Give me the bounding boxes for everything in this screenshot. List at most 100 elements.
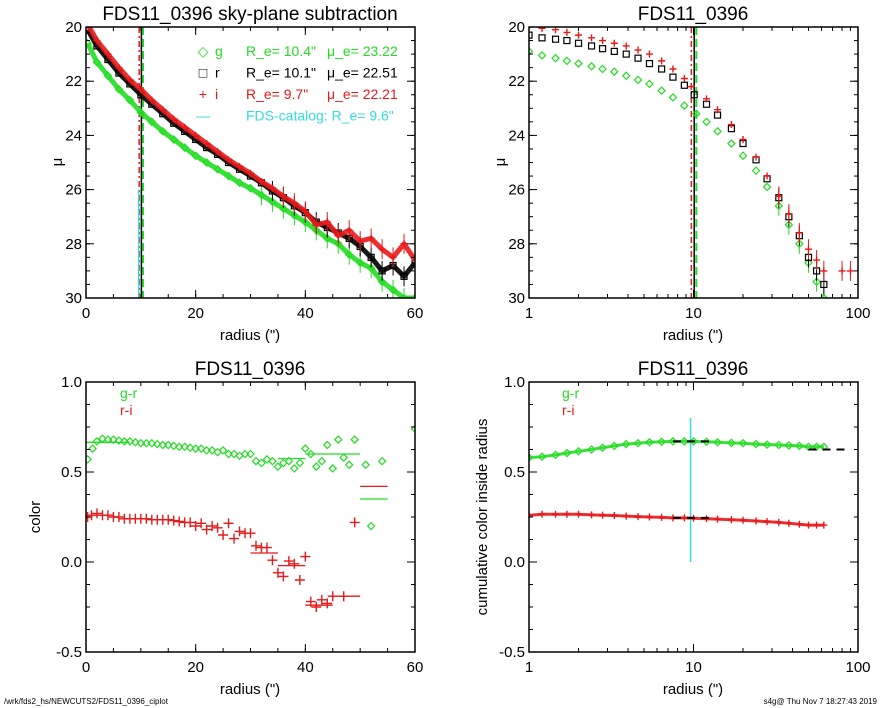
data-point-plus [245, 528, 256, 539]
data-point-diamond [657, 86, 666, 96]
y-tick-label: 26 [508, 182, 525, 199]
data-point-diamond [229, 449, 239, 459]
data-point-square [622, 50, 630, 58]
data-point-diamond [92, 437, 102, 446]
legend-effective-radius: R_e= 10.4" [246, 43, 316, 59]
data-point-plus [349, 517, 360, 528]
data-point-diamond [609, 67, 619, 77]
data-point-plus [658, 57, 666, 65]
data-point-plus [229, 533, 240, 544]
data-point-plus [102, 510, 113, 521]
data-point-plus [190, 521, 201, 531]
y-axis-label: μ [49, 158, 66, 167]
data-point-square [563, 36, 571, 45]
data-point-plus [300, 551, 311, 562]
data-point-plus [575, 31, 583, 39]
x-tick-label: 10 [685, 305, 702, 322]
data-point-diamond [268, 456, 277, 466]
data-point-plus [223, 518, 234, 529]
series-gr [529, 437, 829, 462]
data-point-square [680, 81, 688, 89]
data-point-diamond [295, 458, 305, 468]
x-tick-label: 1 [525, 659, 533, 676]
data-point-plus [283, 556, 294, 567]
footer-timestamp: s4g@ Thu Nov 7 18:27:43 2019 [764, 697, 878, 706]
series-g [529, 47, 829, 298]
data-point-diamond [322, 440, 332, 450]
y-tick-label: 1.0 [61, 374, 82, 391]
data-point-diamond [562, 56, 572, 66]
data-point-diamond [344, 460, 354, 470]
legend-symbol: + [199, 86, 207, 102]
data-point-square [587, 42, 596, 50]
data-point-square [538, 34, 546, 42]
panel-profile-log: FDS11_0396 radius (") μ 1 10 100 20 22 24 26 28… [492, 4, 871, 344]
data-point-plus [196, 518, 207, 529]
legend-band: g [215, 43, 223, 59]
series-band [529, 512, 824, 527]
legend-symbol: □ [199, 65, 208, 81]
x-tick-label: 1 [525, 305, 533, 322]
series-band [86, 27, 415, 262]
footer-file-path: /wrk/fds2_hs/NEWCUTS2/FDS11_0396_ciplot [4, 697, 169, 706]
data-point-diamond [251, 456, 261, 466]
series-band [529, 439, 824, 460]
x-tick-label: 20 [187, 659, 204, 676]
data-point-diamond [713, 126, 722, 136]
chart-title: FDS11_0396 [195, 359, 306, 380]
x-axis-label: radius (") [220, 681, 280, 698]
data-point-square [529, 31, 533, 39]
data-point-diamond [551, 53, 560, 63]
data-point-diamond [794, 239, 804, 249]
data-point-plus [234, 526, 245, 537]
data-point-diamond [537, 51, 547, 60]
data-point-diamond [621, 71, 631, 81]
x-tick-label: 100 [845, 305, 870, 322]
data-point-plus [272, 567, 283, 578]
data-point-plus [212, 522, 223, 533]
data-point-diamond [196, 444, 206, 453]
data-point-diamond [317, 456, 327, 466]
data-point-plus [278, 571, 289, 582]
data-point-plus [91, 508, 102, 519]
legend-entry: g-r [120, 385, 137, 401]
data-point-diamond [333, 435, 343, 444]
data-point-diamond [598, 64, 607, 74]
data-point-square [610, 47, 618, 55]
data-point-diamond [152, 439, 162, 449]
chart-title: FDS11_0396 [638, 359, 749, 380]
data-point-plus [804, 245, 812, 253]
x-tick-label: 0 [82, 305, 90, 322]
data-point-plus [846, 267, 854, 275]
data-point-square [669, 73, 677, 81]
legend-symbol: — [196, 108, 210, 124]
data-point-diamond [147, 438, 157, 448]
legend-effective-surface-brightness: μ_e= 22.21 [327, 86, 398, 102]
y-tick-label: 0.5 [61, 464, 82, 481]
data-point-plus [599, 37, 607, 45]
data-point-diamond [702, 117, 711, 127]
data-point-plus [610, 39, 618, 47]
plot-area [529, 27, 854, 298]
y-tick-label: 1.0 [504, 374, 525, 391]
data-point-plus [813, 256, 821, 264]
data-point-plus [785, 210, 793, 218]
data-point-plus [669, 65, 677, 73]
data-point-diamond [350, 435, 360, 444]
data-point-plus [714, 106, 722, 114]
data-point-diamond [410, 424, 415, 434]
legend-entry: r-i [120, 402, 132, 418]
y-tick-label: 22 [508, 73, 525, 90]
chart-title: FDS11_0396 sky-plane subtraction [102, 4, 397, 25]
data-point-plus [163, 514, 174, 525]
legend-band: i [215, 86, 218, 102]
data-point-diamond [131, 437, 140, 447]
plot-area [86, 27, 415, 298]
chart-title: FDS11_0396 [638, 4, 749, 25]
data-point-plus [141, 513, 152, 524]
data-point-diamond [328, 464, 338, 473]
data-point-diamond [88, 444, 97, 453]
data-point-plus [311, 602, 322, 612]
data-point-diamond [300, 444, 310, 453]
